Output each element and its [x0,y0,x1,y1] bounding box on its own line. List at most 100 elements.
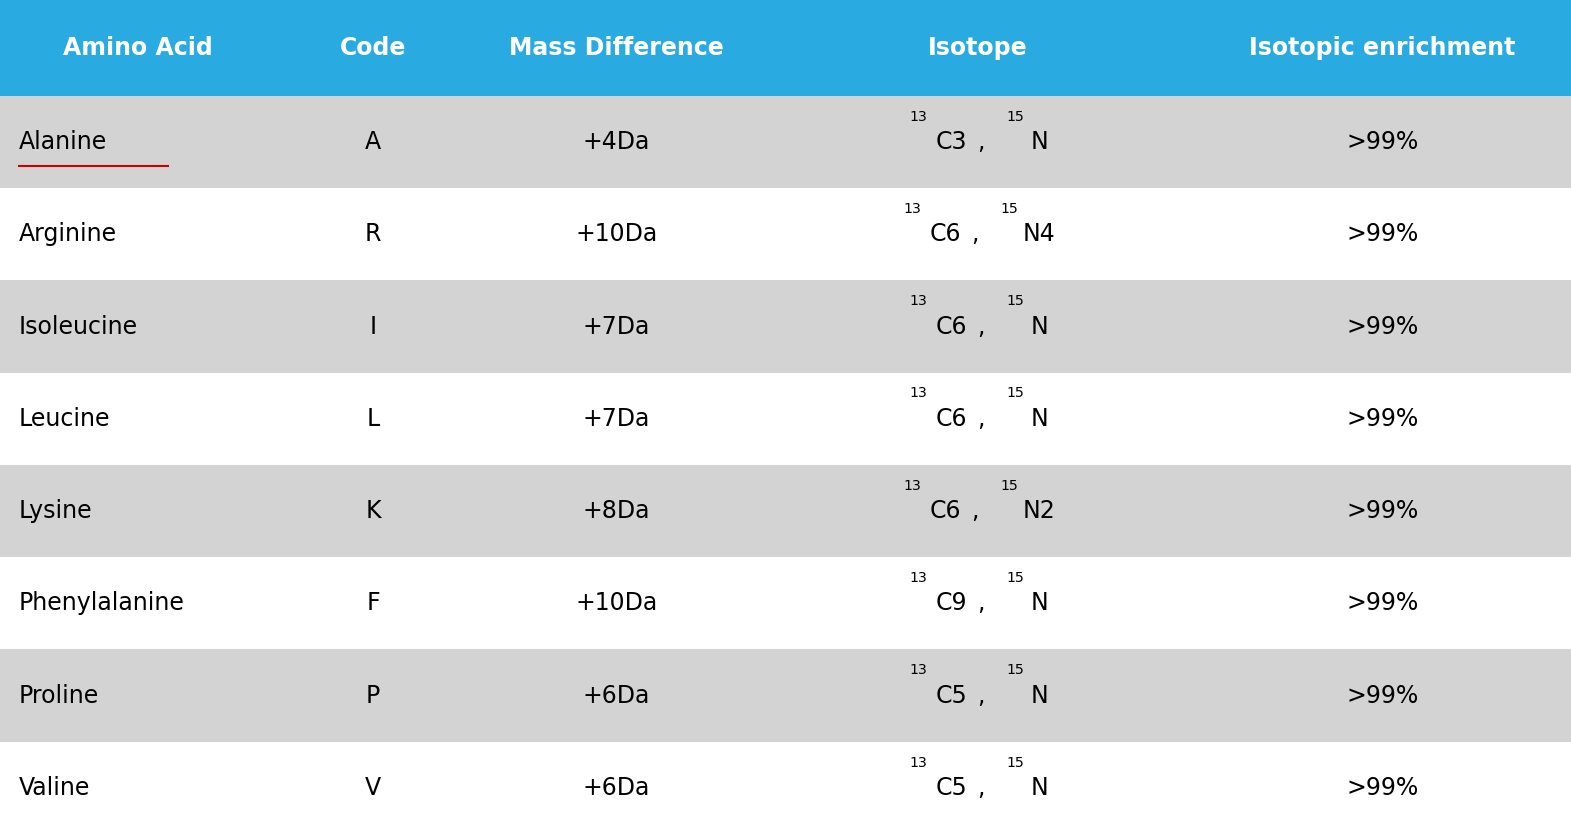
Text: 15: 15 [1007,571,1024,585]
Text: >99%: >99% [1346,591,1419,615]
Text: N: N [1031,776,1048,800]
Bar [762,0,1194,96]
Bar [1194,188,1571,280]
Bar [275,373,471,465]
Text: 15: 15 [1007,294,1024,309]
Text: +6Da: +6Da [583,684,650,707]
Text: N: N [1031,591,1048,615]
Text: +10Da: +10Da [575,223,658,246]
Text: 15: 15 [1007,110,1024,123]
Bar [275,280,471,373]
Text: 13: 13 [910,294,927,309]
Bar [275,650,471,741]
Text: +7Da: +7Da [583,314,650,339]
Bar [0,650,275,741]
Text: ,: , [977,591,985,615]
Text: 13: 13 [910,110,927,123]
Bar [275,557,471,650]
Bar [1194,650,1571,741]
Bar [1194,0,1571,96]
Bar [0,188,275,280]
Text: C6: C6 [935,314,968,339]
Text: A: A [364,130,382,154]
Bar [762,465,1194,557]
Text: 13: 13 [910,571,927,585]
Bar [471,650,762,741]
Bar [471,465,762,557]
Text: Amino Acid: Amino Acid [63,36,212,60]
Text: F: F [366,591,380,615]
Bar [471,0,762,96]
Bar [275,465,471,557]
Text: 13: 13 [910,386,927,400]
Bar [471,373,762,465]
Bar [0,96,275,188]
Text: Isoleucine: Isoleucine [19,314,138,339]
Text: N: N [1031,407,1048,431]
Text: >99%: >99% [1346,684,1419,707]
Text: Arginine: Arginine [19,223,116,246]
Text: Leucine: Leucine [19,407,110,431]
Bar [762,741,1194,834]
Text: 13: 13 [910,663,927,677]
Text: +6Da: +6Da [583,776,650,800]
Text: ,: , [977,130,985,154]
Text: C5: C5 [935,684,968,707]
Text: ,: , [971,223,979,246]
Text: Code: Code [339,36,407,60]
Text: C6: C6 [928,223,961,246]
Bar [762,280,1194,373]
Text: ,: , [971,499,979,523]
Text: ,: , [977,314,985,339]
Text: >99%: >99% [1346,407,1419,431]
Bar [1194,741,1571,834]
Bar [1194,373,1571,465]
Text: 13: 13 [903,202,921,216]
Bar [471,741,762,834]
Text: Proline: Proline [19,684,99,707]
Text: Alanine: Alanine [19,130,107,154]
Bar [1194,557,1571,650]
Text: C9: C9 [935,591,968,615]
Bar [0,465,275,557]
Text: P: P [366,684,380,707]
Text: 15: 15 [1007,756,1024,770]
Text: Isotope: Isotope [928,36,1027,60]
Text: N: N [1031,130,1048,154]
Text: C6: C6 [928,499,961,523]
Text: C3: C3 [935,130,968,154]
Text: N: N [1031,684,1048,707]
Text: ,: , [977,776,985,800]
Text: V: V [364,776,382,800]
Text: 15: 15 [1007,386,1024,400]
Bar [1194,96,1571,188]
Text: >99%: >99% [1346,223,1419,246]
Text: >99%: >99% [1346,776,1419,800]
Text: C6: C6 [935,407,968,431]
Bar [0,557,275,650]
Text: >99%: >99% [1346,314,1419,339]
Text: 15: 15 [1007,663,1024,677]
Text: N2: N2 [1023,499,1056,523]
Bar [275,96,471,188]
Text: 13: 13 [903,479,921,493]
Text: R: R [364,223,382,246]
Bar [275,0,471,96]
Bar [471,280,762,373]
Text: Valine: Valine [19,776,90,800]
Bar [0,741,275,834]
Bar [471,557,762,650]
Text: Mass Difference: Mass Difference [509,36,724,60]
Text: +8Da: +8Da [583,499,650,523]
Text: ,: , [977,684,985,707]
Text: 15: 15 [1001,479,1018,493]
Text: 13: 13 [910,756,927,770]
Text: Phenylalanine: Phenylalanine [19,591,185,615]
Text: ,: , [977,407,985,431]
Bar [471,188,762,280]
Text: Lysine: Lysine [19,499,93,523]
Bar [762,650,1194,741]
Text: +10Da: +10Da [575,591,658,615]
Bar [762,188,1194,280]
Text: +7Da: +7Da [583,407,650,431]
